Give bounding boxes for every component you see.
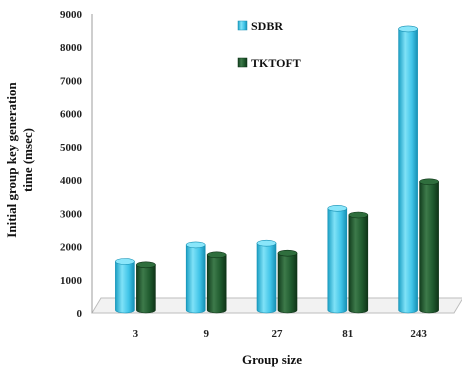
y-tick-label: 8000 [60, 42, 83, 54]
bar-cap [256, 239, 277, 247]
bar-sdbr-3 [115, 258, 135, 314]
y-tick-label: 0 [77, 308, 83, 320]
bar-cap [136, 261, 156, 269]
bar-cap [398, 25, 418, 33]
y-tick-label: 4000 [60, 175, 83, 187]
y-tick-label: 1000 [60, 275, 83, 287]
bar-tktoft-81 [348, 211, 369, 314]
bar-tktoft-3 [136, 261, 156, 314]
bar-body [115, 261, 135, 314]
y-axis-title-line2: time (msec) [20, 128, 35, 192]
legend-label-tktoft: TKTOFT [251, 56, 301, 70]
bar-sdbr-27 [256, 239, 277, 314]
y-tick-label: 2000 [60, 242, 83, 254]
bar-cap [327, 205, 348, 212]
bar-cap [115, 258, 135, 265]
legend-swatch-sdbr [237, 20, 248, 31]
bar-cap [206, 251, 227, 259]
legend: SDBR TKTOFT [237, 19, 301, 70]
bar-sdbr-9 [185, 241, 206, 314]
bar-body [348, 214, 369, 314]
x-tick-label: 27 [272, 328, 284, 340]
bar-body [277, 252, 298, 314]
bar-body [256, 242, 277, 314]
y-tick-label: 9000 [60, 9, 83, 21]
bar-body [206, 254, 227, 314]
x-tick-label: 81 [342, 328, 353, 340]
y-tick-label: 5000 [60, 142, 83, 154]
bar-body [327, 208, 348, 314]
bar-cap [277, 249, 298, 257]
legend-swatch-tktoft [237, 57, 248, 68]
bar-body [136, 264, 156, 314]
bar-sdbr-243 [398, 25, 418, 314]
y-tick-label: 7000 [60, 75, 83, 87]
y-tick-label: 3000 [60, 208, 83, 220]
bar-cap [185, 241, 206, 249]
bar-sdbr-81 [327, 205, 348, 314]
bar-body [419, 181, 439, 314]
x-tick-label: 3 [133, 328, 139, 340]
bar-tktoft-243 [419, 178, 439, 314]
bar-tktoft-27 [277, 249, 298, 314]
x-tick-label: 243 [410, 328, 427, 340]
bar-cap [419, 178, 439, 186]
legend-label-sdbr: SDBR [251, 19, 283, 33]
bar-tktoft-9 [206, 251, 227, 314]
bar-body [398, 28, 418, 314]
bar-body [185, 244, 206, 314]
y-tick-label: 6000 [60, 109, 83, 121]
y-axis-title-line1: Initial group key generation [4, 82, 19, 238]
x-tick-label: 9 [203, 328, 209, 340]
x-axis-title: Group size [242, 352, 302, 367]
bar-cap [348, 211, 369, 219]
